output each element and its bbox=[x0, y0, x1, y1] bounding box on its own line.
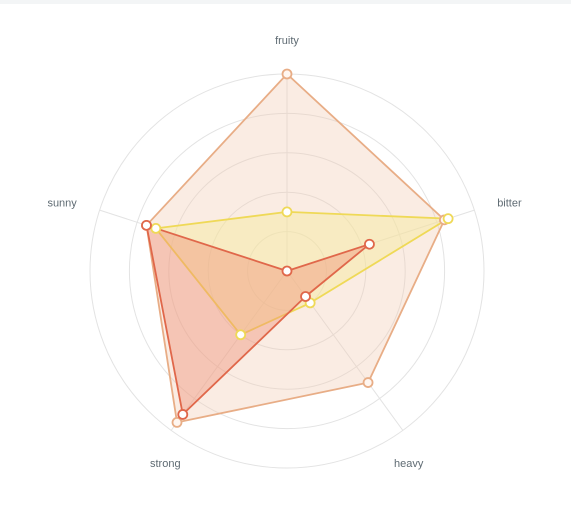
series-2-point[interactable] bbox=[141, 219, 152, 231]
series-layer bbox=[145, 73, 450, 424]
series-0-area bbox=[145, 73, 446, 424]
series-2-point[interactable] bbox=[177, 409, 189, 420]
series-1-point[interactable] bbox=[235, 329, 247, 341]
series-0-point[interactable] bbox=[171, 417, 183, 428]
series-1-area bbox=[154, 210, 450, 336]
axis-label-3: strong bbox=[150, 458, 181, 470]
series-2-point[interactable] bbox=[281, 265, 293, 277]
marker-layer bbox=[141, 68, 454, 428]
series-1-point[interactable] bbox=[442, 213, 454, 225]
grid-spoke bbox=[170, 270, 288, 431]
axis-label-1: bitter bbox=[497, 198, 522, 210]
series-2-area bbox=[145, 224, 371, 416]
top-strip bbox=[0, 0, 571, 4]
series-2-point[interactable] bbox=[300, 291, 311, 302]
axis-label-2: heavy bbox=[394, 458, 424, 470]
series-0-point[interactable] bbox=[281, 68, 293, 80]
series-1-point[interactable] bbox=[150, 222, 162, 234]
series-2-point[interactable] bbox=[364, 238, 375, 250]
axis-label-4: sunny bbox=[47, 198, 77, 210]
axis-label-0: fruity bbox=[275, 35, 299, 47]
series-0-point[interactable] bbox=[362, 377, 374, 388]
series-1-point[interactable] bbox=[281, 206, 293, 218]
axis-labels: fruity bitter heavy strong sunny bbox=[47, 35, 522, 470]
